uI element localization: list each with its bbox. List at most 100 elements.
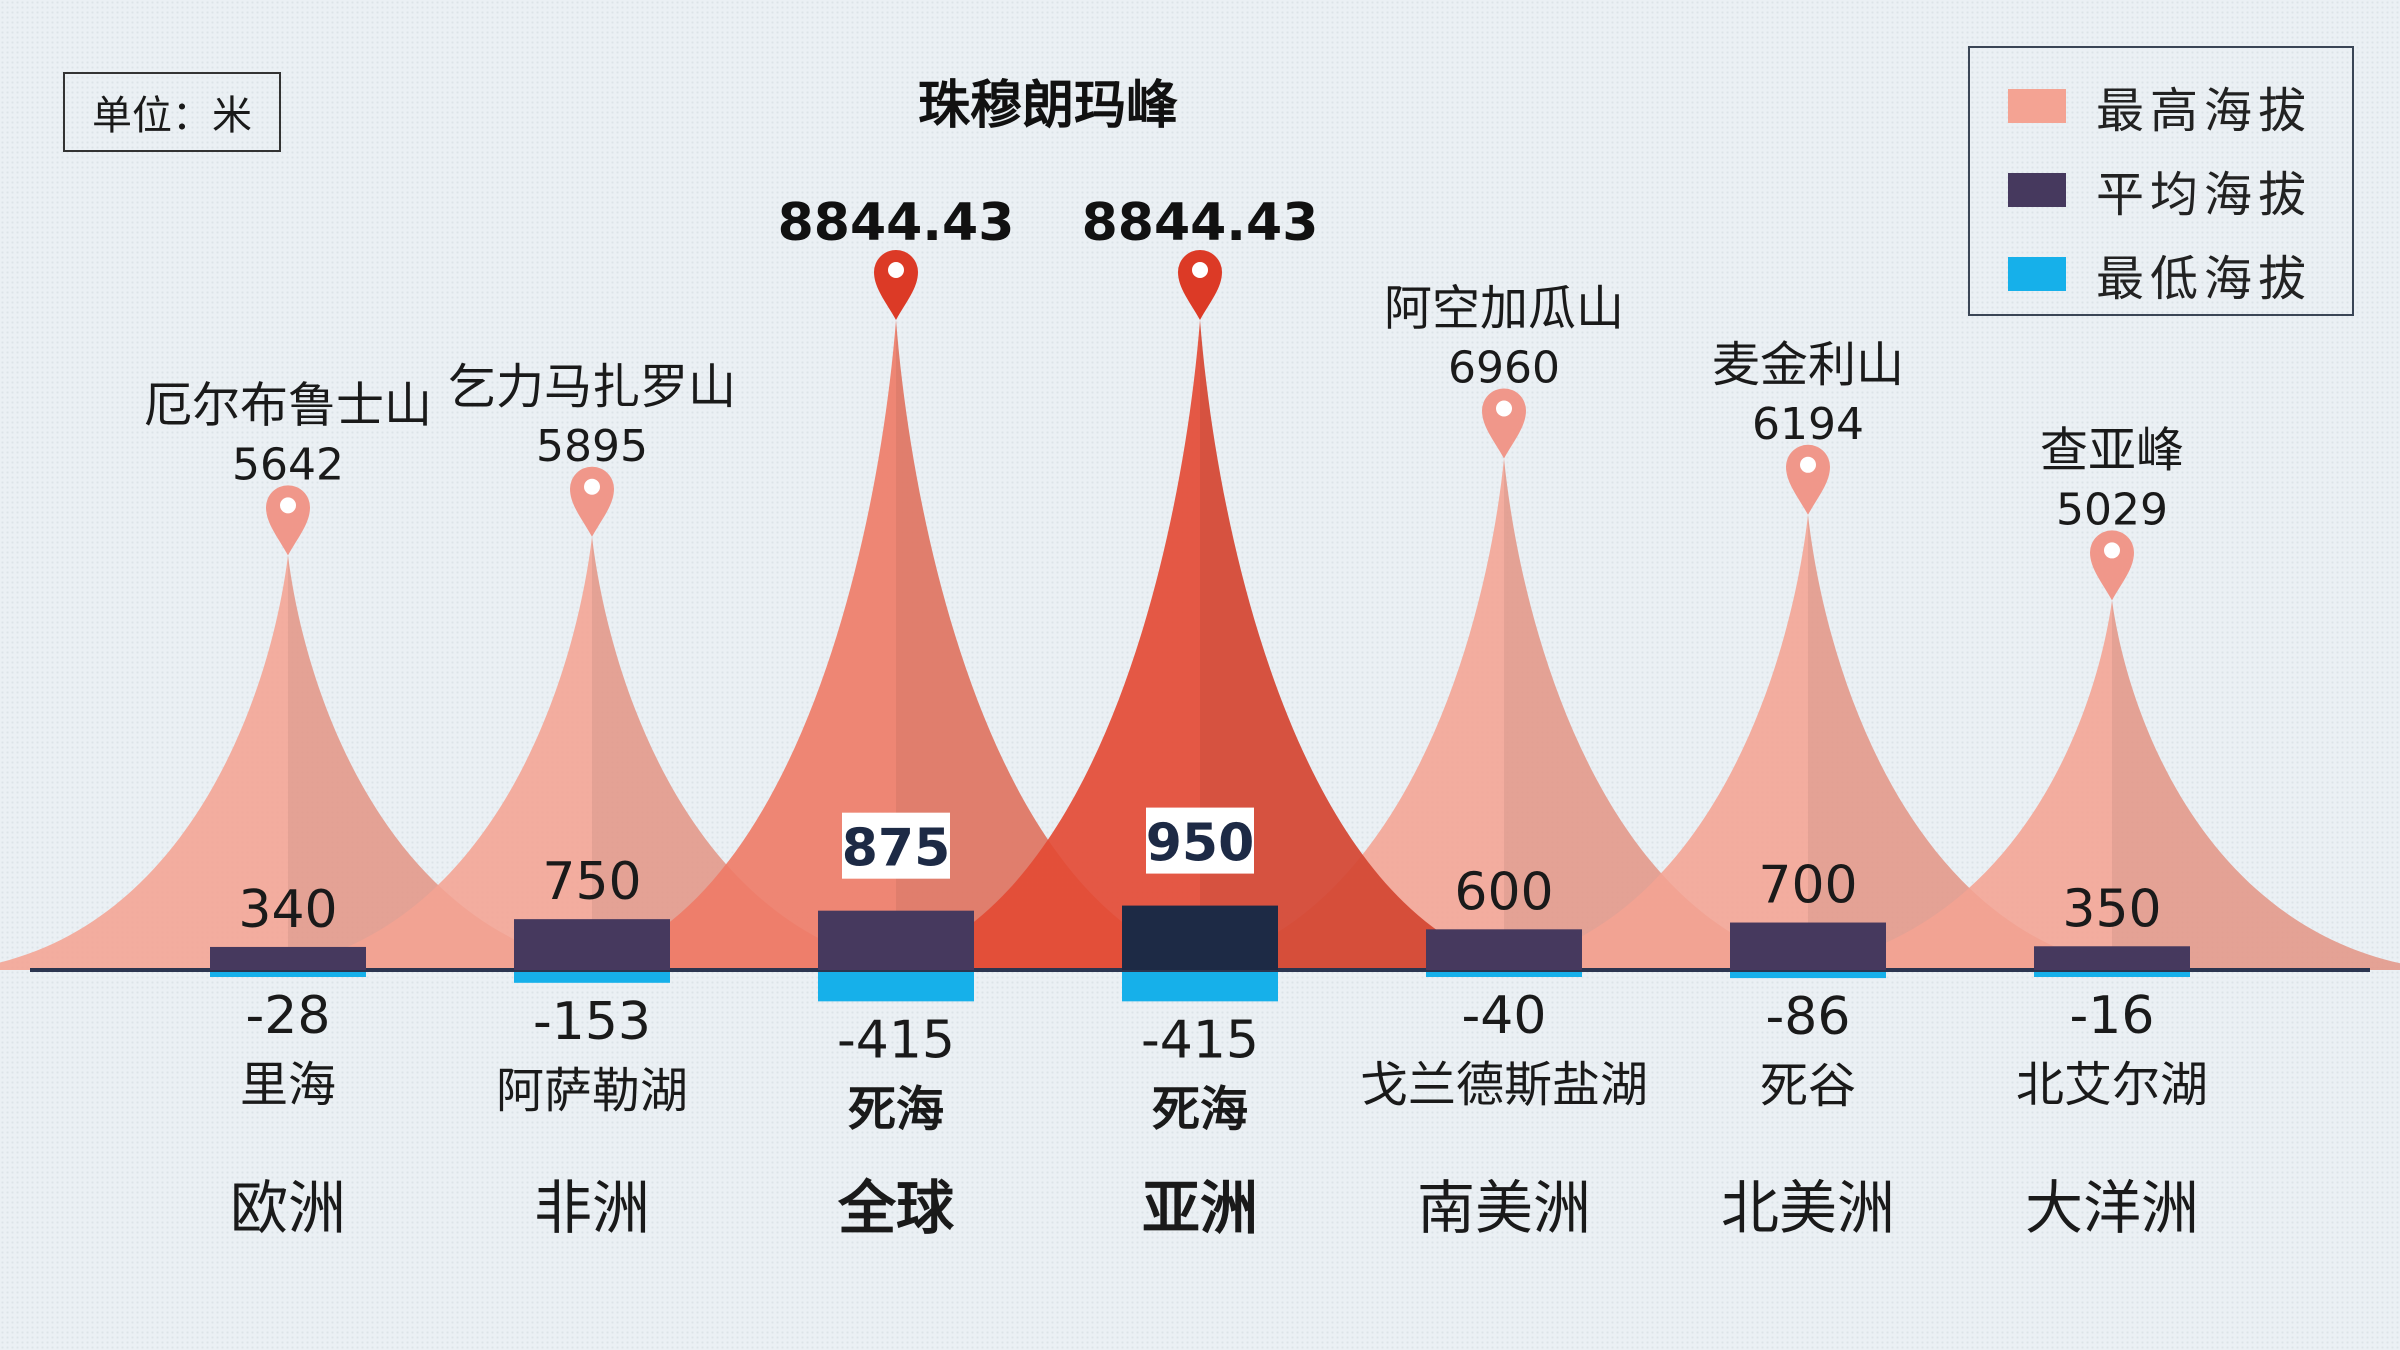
peak-shade-2: [896, 320, 1226, 970]
pin-dot-6: [2104, 542, 2120, 559]
highest-value-5: 6194: [1752, 399, 1864, 450]
highest-value-0: 5642: [232, 439, 344, 490]
lowest-value-5: -86: [1766, 987, 1851, 1047]
peak-pin-2: [874, 250, 918, 320]
lowest-bar-5: [1730, 972, 1886, 979]
lowest-bar-0: [210, 972, 366, 977]
average-bar-5: [1730, 922, 1886, 970]
peak-4: [1174, 458, 1834, 970]
lowest-name-4: 戈兰德斯盐湖: [1360, 1057, 1648, 1113]
pin-dot-3: [1192, 262, 1208, 278]
average-box-2: [842, 812, 950, 879]
category-label-0: 欧洲: [230, 1174, 346, 1242]
category-label-5: 北美洲: [1721, 1174, 1895, 1242]
lowest-value-2: -415: [837, 1010, 955, 1070]
peak-6: [1782, 600, 2400, 970]
category-label-4: 南美洲: [1417, 1174, 1591, 1242]
pin-shape-6: [2090, 530, 2134, 601]
lowest-name-3: 死海: [1152, 1081, 1248, 1137]
pin-shape-1: [570, 466, 614, 537]
peak-shade-5: [1808, 514, 2138, 970]
lowest-name-2: 死海: [848, 1081, 944, 1137]
peak-pin-5: [1786, 444, 1830, 515]
peak-pin-4: [1482, 388, 1526, 459]
peak-shade-1: [592, 536, 922, 970]
lowest-bar-4: [1426, 972, 1582, 977]
lowest-bar-2: [818, 972, 974, 1002]
lowest-value-4: -40: [1462, 986, 1547, 1046]
average-bar-2: [818, 910, 974, 970]
pin-dot-5: [1800, 456, 1816, 473]
highest-name-4: 阿空加瓜山: [1384, 280, 1624, 336]
legend-item-highest: 最高海拔: [2008, 64, 2352, 148]
pin-dot-1: [584, 478, 600, 495]
average-value-1: 750: [542, 852, 641, 912]
peak-pin-0: [266, 485, 310, 556]
pin-shape-2: [874, 250, 918, 320]
average-bar-1: [514, 919, 670, 970]
category-label-1: 非洲: [534, 1174, 650, 1242]
legend: 最高海拔 平均海拔 最低海拔: [1968, 46, 2354, 316]
lowest-name-6: 北艾尔湖: [2016, 1057, 2208, 1113]
highest-name-6: 查亚峰: [2040, 422, 2184, 478]
legend-swatch-lowest: [2008, 257, 2066, 291]
lowest-name-5: 死谷: [1760, 1058, 1856, 1114]
average-value-2: 875: [842, 819, 951, 879]
peak-shade-4: [1504, 458, 1834, 970]
peak-3: [870, 320, 1530, 970]
lowest-value-1: -153: [533, 992, 651, 1052]
legend-label-highest: 最高海拔: [2096, 83, 2313, 139]
pin-shape-3: [1178, 250, 1222, 320]
average-bar-6: [2034, 946, 2190, 970]
peak-shade-0: [288, 555, 618, 970]
average-value-6: 350: [2062, 879, 2161, 939]
highest-name-1: 乞力马扎罗山: [448, 359, 736, 415]
lowest-bar-1: [514, 972, 670, 983]
average-value-0: 340: [238, 880, 337, 940]
lowest-value-3: -415: [1141, 1010, 1259, 1070]
lowest-name-0: 里海: [240, 1057, 336, 1113]
peak-pin-1: [570, 466, 614, 537]
legend-item-lowest: 最低海拔: [2008, 232, 2352, 316]
unit-label: 单位：米: [63, 72, 281, 152]
average-value-5: 700: [1758, 856, 1857, 916]
peak-0: [0, 555, 618, 970]
peak-shade-6: [2112, 600, 2400, 970]
average-bar-4: [1426, 929, 1582, 970]
pin-shape-4: [1482, 388, 1526, 459]
highest-value-6: 5029: [2056, 484, 2168, 535]
legend-swatch-average: [2008, 173, 2066, 207]
peak-shade-3: [1200, 320, 1530, 970]
pin-dot-2: [888, 262, 904, 278]
legend-item-average: 平均海拔: [2008, 148, 2352, 232]
lowest-value-0: -28: [246, 986, 331, 1046]
highest-name-5: 麦金利山: [1712, 337, 1904, 393]
highest-value-3: 8844.43: [1082, 193, 1319, 253]
peak-1: [262, 536, 922, 970]
average-value-3: 950: [1146, 814, 1255, 874]
peak-pin-3: [1178, 250, 1222, 320]
highest-value-2: 8844.43: [778, 193, 1015, 253]
legend-label-lowest: 最低海拔: [2096, 251, 2313, 307]
pin-dot-4: [1496, 400, 1512, 417]
highlight-caption: 珠穆朗玛峰: [918, 76, 1178, 136]
highest-value-1: 5895: [536, 421, 648, 472]
legend-label-average: 平均海拔: [2096, 167, 2313, 223]
pin-shape-0: [266, 485, 310, 556]
peak-pin-6: [2090, 530, 2134, 601]
highest-name-0: 厄尔布鲁士山: [144, 377, 432, 433]
lowest-value-6: -16: [2070, 986, 2155, 1046]
highest-value-4: 6960: [1448, 342, 1560, 393]
average-value-4: 600: [1454, 862, 1553, 922]
lowest-bar-6: [2034, 972, 2190, 977]
category-label-6: 大洋洲: [2025, 1174, 2199, 1242]
peak-5: [1478, 514, 2138, 970]
pin-dot-0: [280, 497, 296, 514]
average-box-3: [1146, 807, 1254, 874]
category-label-3: 亚洲: [1142, 1174, 1258, 1242]
lowest-name-1: 阿萨勒湖: [496, 1063, 688, 1119]
pin-shape-5: [1786, 444, 1830, 515]
average-bar-3: [1122, 905, 1278, 970]
category-label-2: 全球: [837, 1174, 955, 1242]
